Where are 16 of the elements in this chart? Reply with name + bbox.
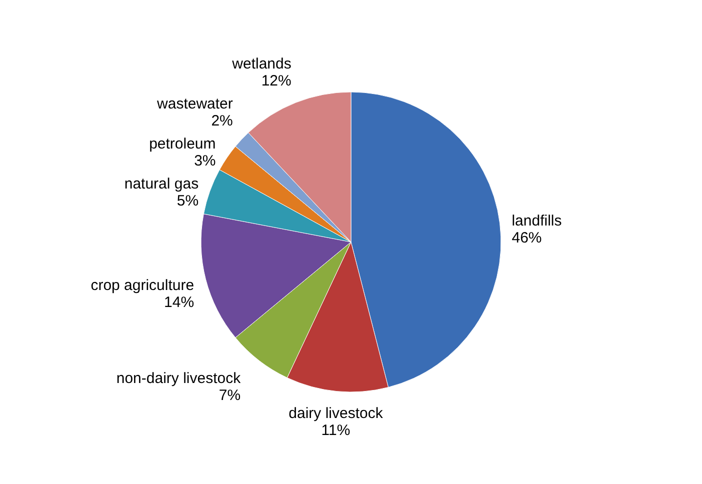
slice-label: natural gas xyxy=(124,176,199,193)
data-label: 5% xyxy=(176,192,199,210)
slice-label: landfills xyxy=(512,212,562,230)
slice-label: petroleum xyxy=(149,136,216,153)
slice-label: non-dairy livestock xyxy=(116,370,242,387)
data-label: 2% xyxy=(211,112,233,130)
slice-label: wastewater xyxy=(156,96,233,113)
slice-label: dairy livestock xyxy=(288,405,384,422)
data-label: 12% xyxy=(261,72,292,90)
data-label: 3% xyxy=(194,152,216,170)
data-label: 46% xyxy=(512,229,542,246)
data-label: 14% xyxy=(164,294,194,311)
slice-label: wetlands xyxy=(231,56,292,73)
data-label: 11% xyxy=(321,422,350,440)
data-label: 7% xyxy=(218,386,241,404)
slice-label: crop agriculture xyxy=(90,276,194,294)
